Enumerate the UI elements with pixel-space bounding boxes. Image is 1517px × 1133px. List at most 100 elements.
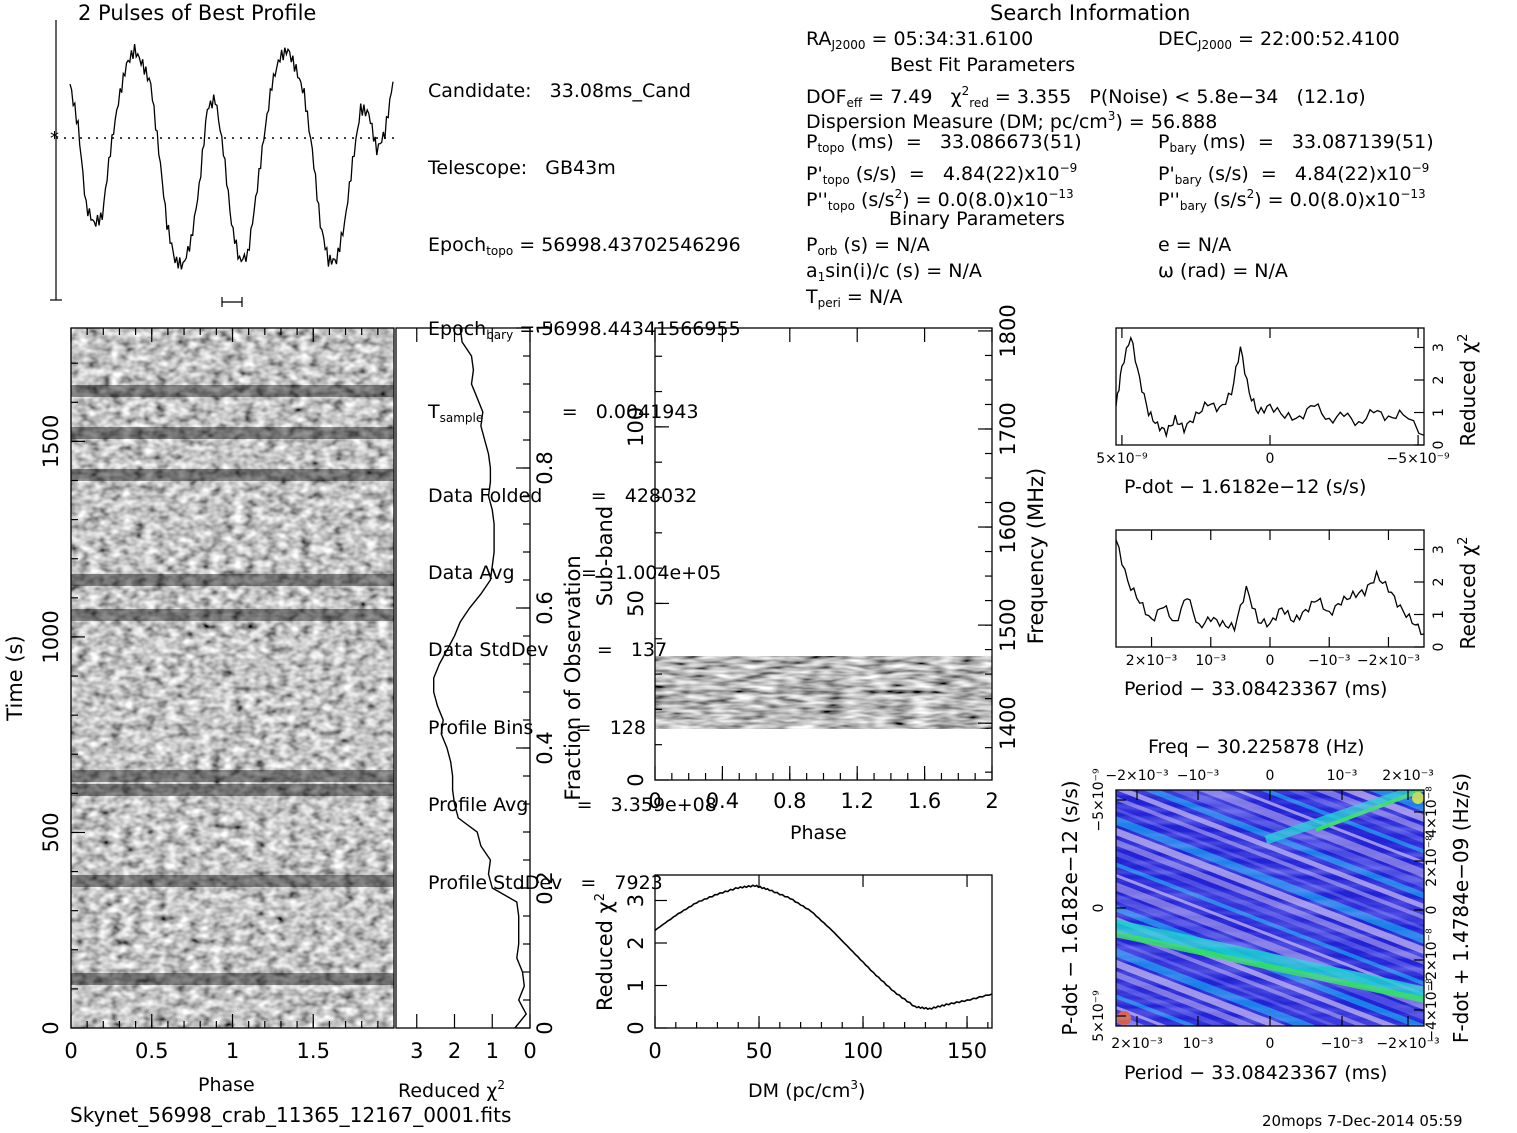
period-panel-y-tick-label: 3: [1431, 545, 1447, 554]
ppd-x-tick-label: −10⁻³: [1321, 1036, 1364, 1052]
period-panel-y-axis-label-sup: 2: [1456, 537, 1471, 545]
time-phase-x-tick-label: 1.5: [297, 1039, 330, 1063]
dm-x-tick-label: 50: [746, 1039, 773, 1063]
ppd-right-tick-label: −2×10⁻⁸: [1424, 928, 1440, 992]
asini-line: a1sin(i)/c (s) = N/A: [806, 260, 982, 284]
data-avg-line: Data Avg = 1.004e+05: [428, 561, 722, 584]
frequency-tick-label: 1500: [996, 598, 1020, 651]
ppd-title: Freq − 30.225878 (Hz): [1148, 736, 1365, 758]
binary-title: Binary Parameters: [889, 208, 1065, 230]
frequency-tick-label: 1400: [996, 696, 1020, 749]
porb-line: Porb (s) = N/A: [806, 234, 930, 258]
omega-line: ω (rad) = N/A: [1158, 260, 1288, 282]
period-panel-y-tick-label: 0: [1431, 643, 1447, 652]
redchi-line: [433, 327, 528, 1029]
pdot-axis-label: P-dot − 1.6182e−12 (s/s): [1124, 476, 1367, 498]
telescope-line: Telescope: GB43m: [428, 156, 616, 179]
time-phase-dark-band: [71, 469, 394, 481]
ppd-right-tick-label: 4×10⁻⁸: [1424, 786, 1440, 838]
ppd-right-tick-label: −4×10⁻⁸: [1424, 978, 1440, 1042]
ecc-line: e = N/A: [1158, 234, 1232, 256]
ppd-left-tick-label: 0: [1091, 904, 1107, 913]
time-phase-dark-band: [71, 574, 394, 586]
epoch-topo-line: Epochtopo = 56998.43702546296: [428, 234, 741, 259]
dec-line: DECJ2000 = 22:00:52.4100: [1158, 28, 1400, 52]
pdot-panel-y-tick-label: 3: [1431, 343, 1447, 352]
pdot-panel-y-axis-label: Reduced χ2: [1456, 334, 1480, 447]
subband-x-tick-label: 0: [648, 789, 661, 813]
subband-x-tick-label: 1.6: [908, 789, 941, 813]
subband-y-tick-label: 0: [624, 773, 648, 786]
redchi-x-tick-label: 1: [486, 1039, 499, 1063]
time-phase-dark-band: [71, 784, 394, 796]
dm-y-axis-label: Reduced χ2: [593, 893, 617, 1011]
fraction-axis-label: Fraction of Observation: [561, 555, 585, 800]
time-phase-dark-band: [71, 875, 394, 887]
redchi-x-tick-label: 2: [448, 1039, 461, 1063]
data-stddev-line: Data StdDev = 137: [428, 639, 668, 662]
ppd-x-tick-label: −2×10⁻³: [1376, 1036, 1439, 1052]
candidate-line: Candidate: 33.08ms_Cand: [428, 79, 691, 102]
frequency-axis-label: Frequency (MHz): [1024, 468, 1048, 644]
profile-bins-line: Profile Bins = 128: [428, 716, 646, 739]
ppd-top-tick-label: 2×10⁻³: [1382, 768, 1433, 784]
profile-title: 2 Pulses of Best Profile: [78, 1, 317, 25]
ppd-left-tick-label: 5×10⁻⁹: [1091, 990, 1107, 1042]
period-panel-x-tick-label: 0: [1266, 653, 1275, 669]
profile-stddev-line: Profile StdDev = 7923: [428, 871, 663, 894]
redchi-axis-label: Reduced χ2: [398, 1078, 505, 1102]
subband-x-tick-label: 1.2: [840, 789, 873, 813]
p-bary-line: Pbary (ms) = 33.087139(51): [1158, 131, 1434, 155]
dof-chi-line: DOFeff = 7.49 χ2red = 3.355 P(Noise) < 5…: [806, 84, 1366, 110]
time-phase-y-tick-label: 500: [39, 812, 63, 852]
ppd-right-tick-label: 2×10⁻⁸: [1424, 835, 1440, 887]
ppd-texture: [1116, 790, 1424, 1026]
footer-label: 20mops 7-Dec-2014 05:59: [1262, 1112, 1463, 1130]
fraction-tick-label: 0.4: [533, 731, 557, 764]
redchi-x-tick-label: 3: [410, 1039, 423, 1063]
dm-y-tick-label: 2: [624, 936, 648, 949]
pdot-panel-y-tick-label: 0: [1431, 441, 1447, 450]
subband-x-tick-label: 0.8: [773, 789, 806, 813]
ppd-x-tick-label: 0: [1266, 1036, 1275, 1052]
profile-line: [69, 44, 394, 270]
ppd-x-tick-label: 10⁻³: [1183, 1036, 1214, 1052]
redchi-x-tick-label: 0: [523, 1039, 536, 1063]
time-phase-x-tick-label: 0: [64, 1039, 77, 1063]
fraction-tick-label: 0.8: [533, 451, 557, 484]
epoch-bary-line: Epochbary = 56998.44341566955: [428, 317, 741, 342]
dm-y-tick-label: 3: [624, 894, 648, 907]
p-topo-line: Ptopo (ms) = 33.086673(51): [806, 131, 1082, 155]
time-phase-dark-bands: [71, 385, 394, 985]
dm-y-tick-label: 0: [624, 1021, 648, 1034]
ppd-streak: [1076, 574, 1464, 724]
time-phase-dark-band: [71, 385, 394, 397]
frequency-tick-label: 1700: [996, 402, 1020, 455]
pdot-panel-line: [1115, 335, 1425, 439]
dm-x-tick-label: 0: [648, 1039, 661, 1063]
subband-heatmap: [655, 656, 992, 729]
period-panel-frame: [1115, 529, 1425, 648]
candidate-info: Candidate: 33.08ms_Cand Telescope: GB43m…: [428, 27, 741, 948]
ppd-period-label: Period − 33.08423367 (ms): [1124, 1062, 1388, 1084]
dm-y-tick-label: 1: [624, 979, 648, 992]
ppd-streak: [1076, 596, 1464, 746]
period-panel-x-tick-label: −2×10⁻³: [1357, 653, 1420, 669]
fraction-tick-label: 1: [533, 321, 557, 334]
time-phase-y-tick-label: 1000: [39, 610, 63, 663]
filename-label: Skynet_56998_crab_11365_12167_0001.fits: [70, 1103, 512, 1127]
pdot-panel-x-tick-label: 0: [1266, 451, 1275, 467]
tperi-line: Tperi = N/A: [806, 286, 903, 310]
pdot-panel-y-axis-label-sup: 2: [1456, 334, 1471, 342]
fraction-tick-label: 0.6: [533, 591, 557, 624]
redchi-frame: [395, 327, 531, 1029]
pddot-topo-line: P''topo (s/s2) = 0.0(8.0)x10−13: [806, 187, 1074, 213]
fraction-tick-label: 0: [533, 1021, 557, 1034]
time-phase-heatmap: [71, 328, 394, 1028]
period-panel-line: [1115, 539, 1425, 636]
dm-x-tick-label: 150: [947, 1039, 987, 1063]
time-phase-dark-band: [71, 609, 394, 621]
time-phase-dark-band: [71, 427, 394, 439]
